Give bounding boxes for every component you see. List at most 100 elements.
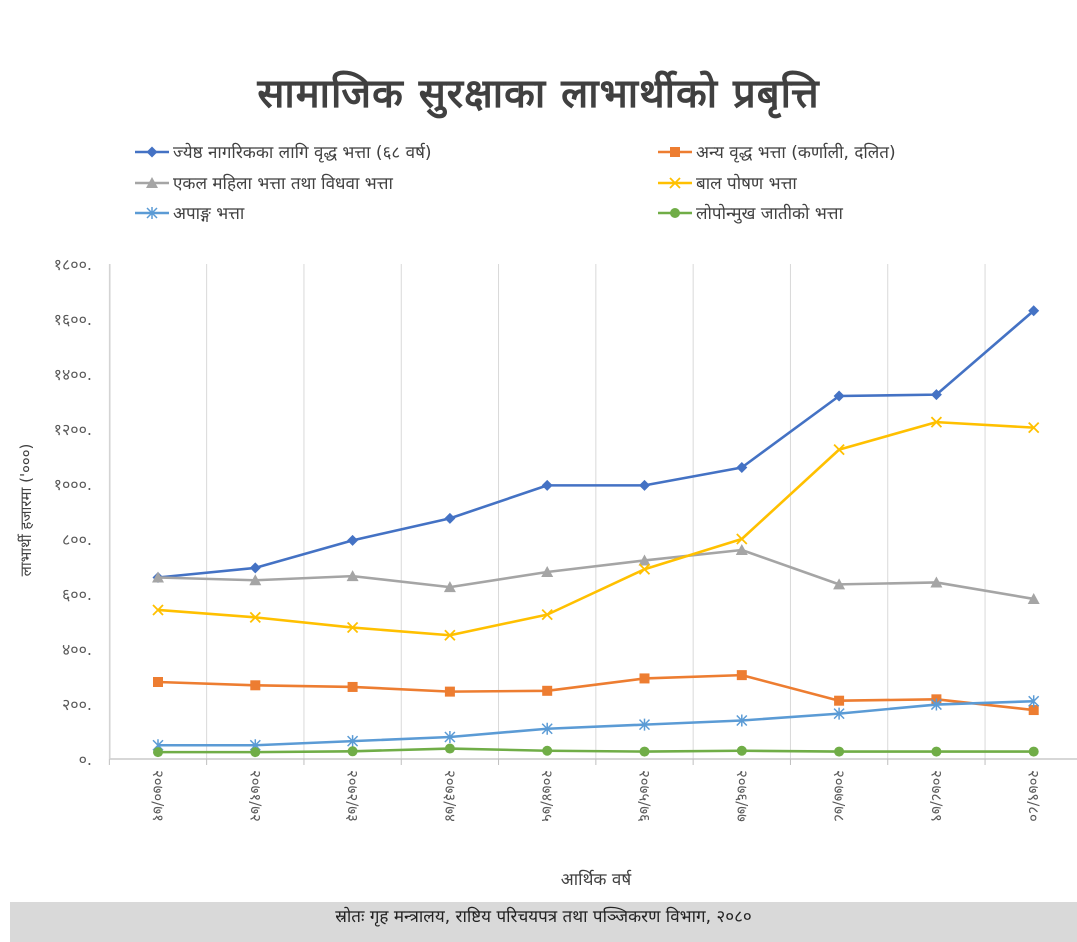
y-tick-label: ४००. bbox=[62, 640, 92, 659]
data-point bbox=[444, 731, 456, 743]
data-point bbox=[1027, 592, 1040, 604]
chart-title: सामाजिक सुरक्षाका लाभार्थीको प्रबृत्ति bbox=[257, 71, 820, 117]
series-lines bbox=[152, 305, 1040, 758]
data-point bbox=[146, 177, 158, 188]
series-line bbox=[157, 309, 1035, 579]
legend-label: एकल महिला भत्ता तथा विधवा भत्ता bbox=[173, 173, 393, 194]
legend-item: अपाङ्ग भत्ता bbox=[135, 204, 245, 224]
y-tick-label: १०००. bbox=[54, 475, 92, 494]
legend: ज्येष्ठ नागरिकका लागि वृद्ध भत्ता (६८ वर… bbox=[135, 142, 896, 224]
x-tick-label: २०७६/७७ bbox=[733, 770, 751, 822]
data-point bbox=[638, 563, 651, 575]
data-point bbox=[444, 686, 455, 697]
data-point bbox=[833, 707, 845, 720]
x-tick-label: २०७१/७२ bbox=[246, 770, 264, 822]
series-line bbox=[157, 548, 1034, 601]
data-point bbox=[347, 681, 358, 692]
data-point bbox=[152, 571, 164, 583]
x-tick-label: २०७८/७९ bbox=[927, 770, 945, 822]
series-line bbox=[157, 673, 1034, 712]
data-point bbox=[153, 677, 163, 687]
data-point bbox=[250, 680, 261, 691]
data-point bbox=[1028, 705, 1039, 716]
legend-label: ज्येष्ठ नागरिकका लागि वृद्ध भत्ता (६८ वर… bbox=[173, 142, 432, 163]
data-point bbox=[541, 722, 553, 735]
data-point bbox=[153, 747, 163, 758]
data-point bbox=[146, 146, 158, 158]
data-point bbox=[346, 621, 359, 634]
data-point bbox=[638, 554, 651, 566]
data-point bbox=[930, 416, 943, 428]
legend-item: बाल पोषण भत्ता bbox=[658, 173, 797, 194]
data-point bbox=[735, 544, 748, 555]
y-tick-labels: ०. २००. ४००. ६००. ८००. १०००. १२००. १४००. १६००. १८… bbox=[54, 255, 92, 769]
data-point bbox=[1028, 305, 1040, 317]
y-tick-label: ६००. bbox=[62, 585, 92, 604]
data-point bbox=[736, 462, 748, 473]
data-point bbox=[249, 611, 261, 624]
data-point bbox=[1028, 421, 1040, 434]
data-point bbox=[638, 718, 651, 731]
x-tick-label: २०७९/८० bbox=[1025, 770, 1043, 822]
y-tick-label: १४००. bbox=[54, 365, 92, 384]
series-4 bbox=[152, 416, 1040, 641]
data-point bbox=[834, 695, 845, 706]
series-1 bbox=[152, 305, 1040, 583]
data-point bbox=[542, 685, 553, 696]
data-point bbox=[834, 746, 845, 757]
legend-item: अन्य वृद्ध भत्ता (कर्णाली, दलित) bbox=[658, 142, 896, 163]
data-point bbox=[249, 562, 261, 574]
data-point bbox=[639, 746, 650, 757]
data-point bbox=[347, 746, 358, 757]
legend-label: लोपोन्मुख जातीको भत्ता bbox=[696, 203, 844, 224]
data-point bbox=[670, 208, 680, 218]
line-chart: ज्येष्ठ नागरिकका लागि वृद्ध भत्ता (६८ वर… bbox=[17, 142, 1077, 890]
data-point bbox=[250, 747, 261, 758]
data-point bbox=[930, 698, 942, 711]
data-point bbox=[444, 629, 456, 641]
source-text: स्रोतः गृह मन्त्रालय, राष्टिय परिचयपत्र … bbox=[335, 907, 752, 927]
data-point bbox=[639, 673, 650, 684]
data-point bbox=[736, 533, 748, 545]
data-point bbox=[670, 147, 680, 157]
y-tick-label: १२००. bbox=[54, 420, 92, 439]
data-point bbox=[541, 566, 554, 577]
y-tick-label: ८००. bbox=[62, 530, 92, 549]
x-tick-labels: २०७०/७१ २०७१/७२ २०७२/७३ २०७३/७४ २०७४/७५ २०७५/… bbox=[149, 770, 1043, 822]
x-tick-label: २०७२/७३ bbox=[344, 770, 362, 822]
x-tick-label: २०७३/७४ bbox=[441, 770, 459, 822]
y-tick-label: १८००. bbox=[54, 255, 92, 274]
x-tick-label: २०७५/७६ bbox=[636, 770, 654, 822]
data-point bbox=[152, 604, 164, 616]
y-tick-label: २००. bbox=[62, 695, 92, 714]
data-point bbox=[542, 745, 553, 756]
series-line bbox=[158, 699, 1034, 747]
legend-item: एकल महिला भत्ता तथा विधवा भत्ता bbox=[135, 173, 393, 194]
data-point bbox=[736, 670, 747, 681]
series-line bbox=[158, 747, 1034, 754]
data-point bbox=[639, 479, 650, 491]
data-point bbox=[833, 578, 846, 590]
legend-label: अन्य वृद्ध भत्ता (कर्णाली, दलित) bbox=[696, 142, 896, 163]
data-point bbox=[736, 745, 747, 756]
legend-item: ज्येष्ठ नागरिकका लागि वृद्ध भत्ता (६८ वर… bbox=[135, 142, 432, 163]
data-point bbox=[444, 512, 456, 524]
series-line bbox=[157, 420, 1034, 637]
legend-item: लोपोन्मुख जातीको भत्ता bbox=[658, 203, 844, 224]
y-tick-label: ०. bbox=[79, 750, 92, 769]
data-point bbox=[930, 389, 942, 401]
data-point bbox=[347, 534, 359, 546]
source-bar bbox=[10, 902, 1077, 942]
data-point bbox=[346, 570, 359, 582]
y-axis-title: लाभार्थी हजारमा ('०००) bbox=[17, 444, 35, 577]
data-point bbox=[931, 746, 942, 757]
data-point bbox=[249, 574, 262, 586]
data-point bbox=[1028, 746, 1039, 757]
x-tick-label: २०७७/७८ bbox=[830, 770, 848, 822]
data-point bbox=[736, 714, 748, 727]
data-point bbox=[541, 479, 553, 491]
data-point bbox=[1028, 695, 1040, 708]
series-3 bbox=[152, 544, 1040, 604]
data-point bbox=[930, 576, 943, 588]
data-point bbox=[541, 608, 553, 621]
